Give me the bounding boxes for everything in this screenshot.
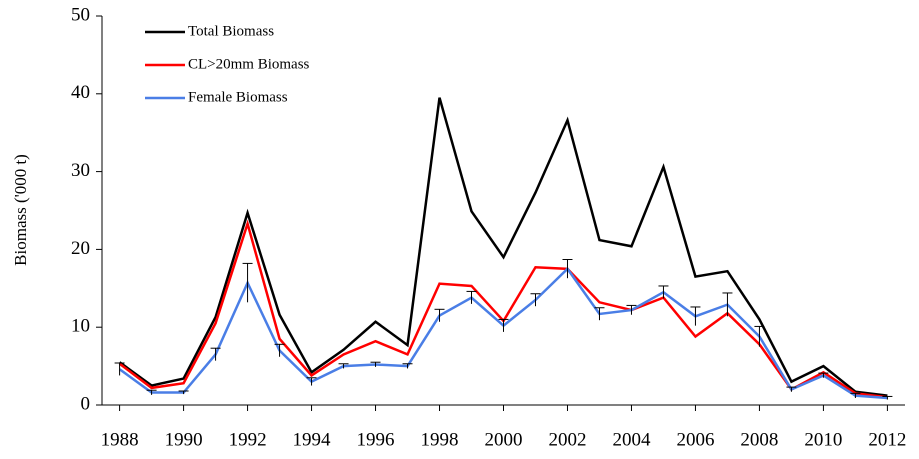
x-tick-label: 2010 (804, 429, 842, 450)
x-tick-label: 1990 (165, 429, 203, 450)
x-tick-label: 2004 (612, 429, 651, 450)
x-tick-label: 1998 (421, 429, 459, 450)
x-tick-label: 2008 (740, 429, 778, 450)
legend-label: Female Biomass (188, 89, 288, 105)
x-tick-label: 1988 (101, 429, 139, 450)
x-tick-label: 2006 (676, 429, 714, 450)
series-line (118, 97, 888, 397)
x-tick-label: 1994 (293, 429, 332, 450)
y-tick-label: 50 (71, 4, 90, 25)
x-tick-label: 1996 (357, 429, 395, 450)
y-tick-label: 30 (71, 160, 90, 181)
y-tick-label: 20 (71, 238, 90, 259)
x-tick-label: 2002 (548, 429, 586, 450)
y-axis-label: Biomass ('000 t) (11, 154, 30, 266)
y-tick-label: 40 (71, 82, 90, 103)
x-tick-label: 2000 (485, 429, 523, 450)
y-tick-label: 10 (71, 316, 90, 337)
legend-label: CL>20mm Biomass (188, 56, 310, 72)
x-tick-label: 2012 (868, 429, 906, 450)
series-line (118, 266, 888, 400)
legend-label: Total Biomass (188, 23, 274, 39)
y-tick-label: 0 (81, 393, 91, 414)
x-tick-label: 1992 (229, 429, 267, 450)
